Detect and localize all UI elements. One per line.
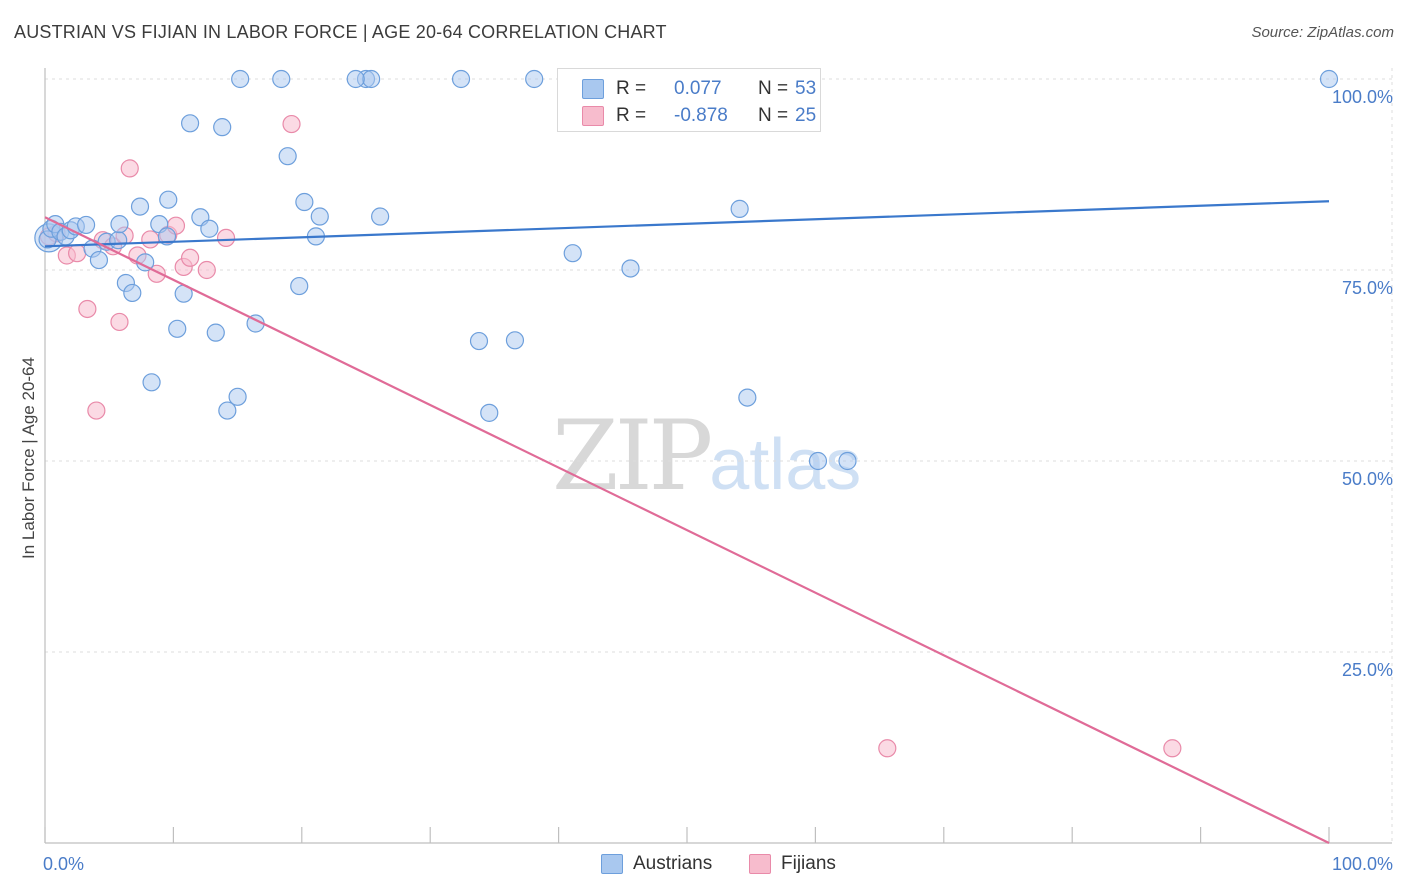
austrians-trend-line	[44, 200, 1330, 248]
austrians-point	[1319, 69, 1339, 89]
austrians-point	[310, 207, 329, 226]
watermark: ZIPatlas	[552, 400, 861, 512]
fijians-point	[282, 114, 301, 134]
fijians-point	[67, 244, 87, 263]
tick-label-layer: 25.0% 50.0% 75.0% 100.0% 0.0% 100.0%	[43, 87, 1393, 874]
austrians-point	[505, 331, 525, 350]
austrians-point	[738, 388, 757, 407]
austrians-point	[480, 403, 499, 422]
fijians-point	[120, 159, 139, 178]
austrians-point	[563, 244, 582, 263]
fijians-point	[87, 401, 106, 420]
austrians-point	[838, 451, 857, 471]
fijians-point	[878, 739, 897, 758]
axis-layer	[44, 68, 1392, 844]
austrians-point	[109, 231, 128, 250]
austrians-point	[168, 319, 187, 338]
austrians-point	[130, 197, 150, 216]
fijians-point	[197, 260, 216, 280]
y-tick-label-1: 50.0%	[1342, 469, 1393, 489]
austrians-point	[621, 259, 640, 278]
austrians-point	[110, 215, 129, 234]
austrians-point	[451, 69, 471, 89]
y-tick-label-2: 75.0%	[1342, 278, 1393, 298]
source-credit: Source: ZipAtlas.com	[1251, 24, 1394, 41]
bottom-austrians-swatch	[601, 854, 623, 874]
austrians-point	[213, 118, 232, 137]
austrians-point	[525, 69, 544, 89]
fijians-swatch	[582, 106, 604, 126]
austrians-n-label: N =	[758, 78, 789, 99]
watermark-zip: ZIP	[552, 400, 713, 512]
austrians-point	[362, 69, 381, 89]
austrians-point	[730, 199, 749, 218]
fijians-point	[1163, 739, 1182, 758]
bottom-fijians-swatch	[749, 854, 771, 874]
bottom-fijians-label: Fijians	[781, 853, 836, 874]
grid-layer	[45, 68, 1393, 843]
fijians-point	[216, 228, 236, 248]
austrians-point	[218, 401, 237, 420]
fijians-point	[110, 312, 129, 332]
austrians-point	[89, 250, 109, 270]
fijians-point	[180, 248, 200, 267]
austrians-point	[200, 219, 219, 238]
austrians-point	[123, 283, 142, 303]
x-tick-label-1: 100.0%	[1332, 854, 1393, 874]
austrians-point	[228, 387, 247, 406]
y-tick-label-3: 100.0%	[1332, 87, 1393, 107]
austrians-point	[346, 69, 365, 89]
austrians-point	[206, 323, 225, 342]
austrians-point	[76, 215, 96, 235]
bottom-legend-austrians: Austrians	[601, 852, 731, 878]
austrians-r-value: 0.077	[674, 78, 722, 99]
x-tick-label-0: 0.0%	[43, 854, 84, 874]
austrians-point	[290, 276, 309, 296]
fijians-r-value: -0.878	[674, 105, 728, 126]
chart-title: AUSTRIAN VS FIJIAN IN LABOR FORCE | AGE …	[14, 22, 667, 42]
bottom-legend-fijians: Fijians	[749, 852, 859, 878]
fijians-trend-line	[44, 216, 1330, 844]
bottom-austrians-label: Austrians	[633, 853, 713, 874]
fijians-point	[78, 299, 97, 319]
correlation-legend: R = 0.077 N = 53 R = -0.878 N = 25	[557, 68, 821, 132]
austrians-point	[371, 207, 390, 226]
austrians-r-label: R =	[616, 78, 647, 99]
fijians-n-value: 25	[795, 105, 817, 126]
austrians-point	[808, 451, 828, 471]
fijians-r-label: R =	[616, 105, 647, 126]
fijians-n-label: N =	[758, 105, 789, 126]
austrians-point	[295, 192, 314, 212]
austrians-point	[469, 331, 489, 351]
austrians-point	[159, 190, 178, 209]
austrians-swatch	[582, 79, 604, 99]
austrians-point	[278, 147, 297, 166]
austrians-point	[142, 373, 161, 392]
fijians-point	[141, 230, 160, 249]
austrians-point	[180, 114, 200, 133]
austrians-point	[272, 69, 291, 89]
austrians-n-value: 53	[795, 78, 817, 99]
y-tick-label-0: 25.0%	[1342, 660, 1393, 680]
watermark-atlas: atlas	[709, 425, 862, 505]
austrians-point	[231, 69, 250, 89]
austrians-point	[157, 227, 177, 246]
trend-layer	[44, 200, 1330, 844]
